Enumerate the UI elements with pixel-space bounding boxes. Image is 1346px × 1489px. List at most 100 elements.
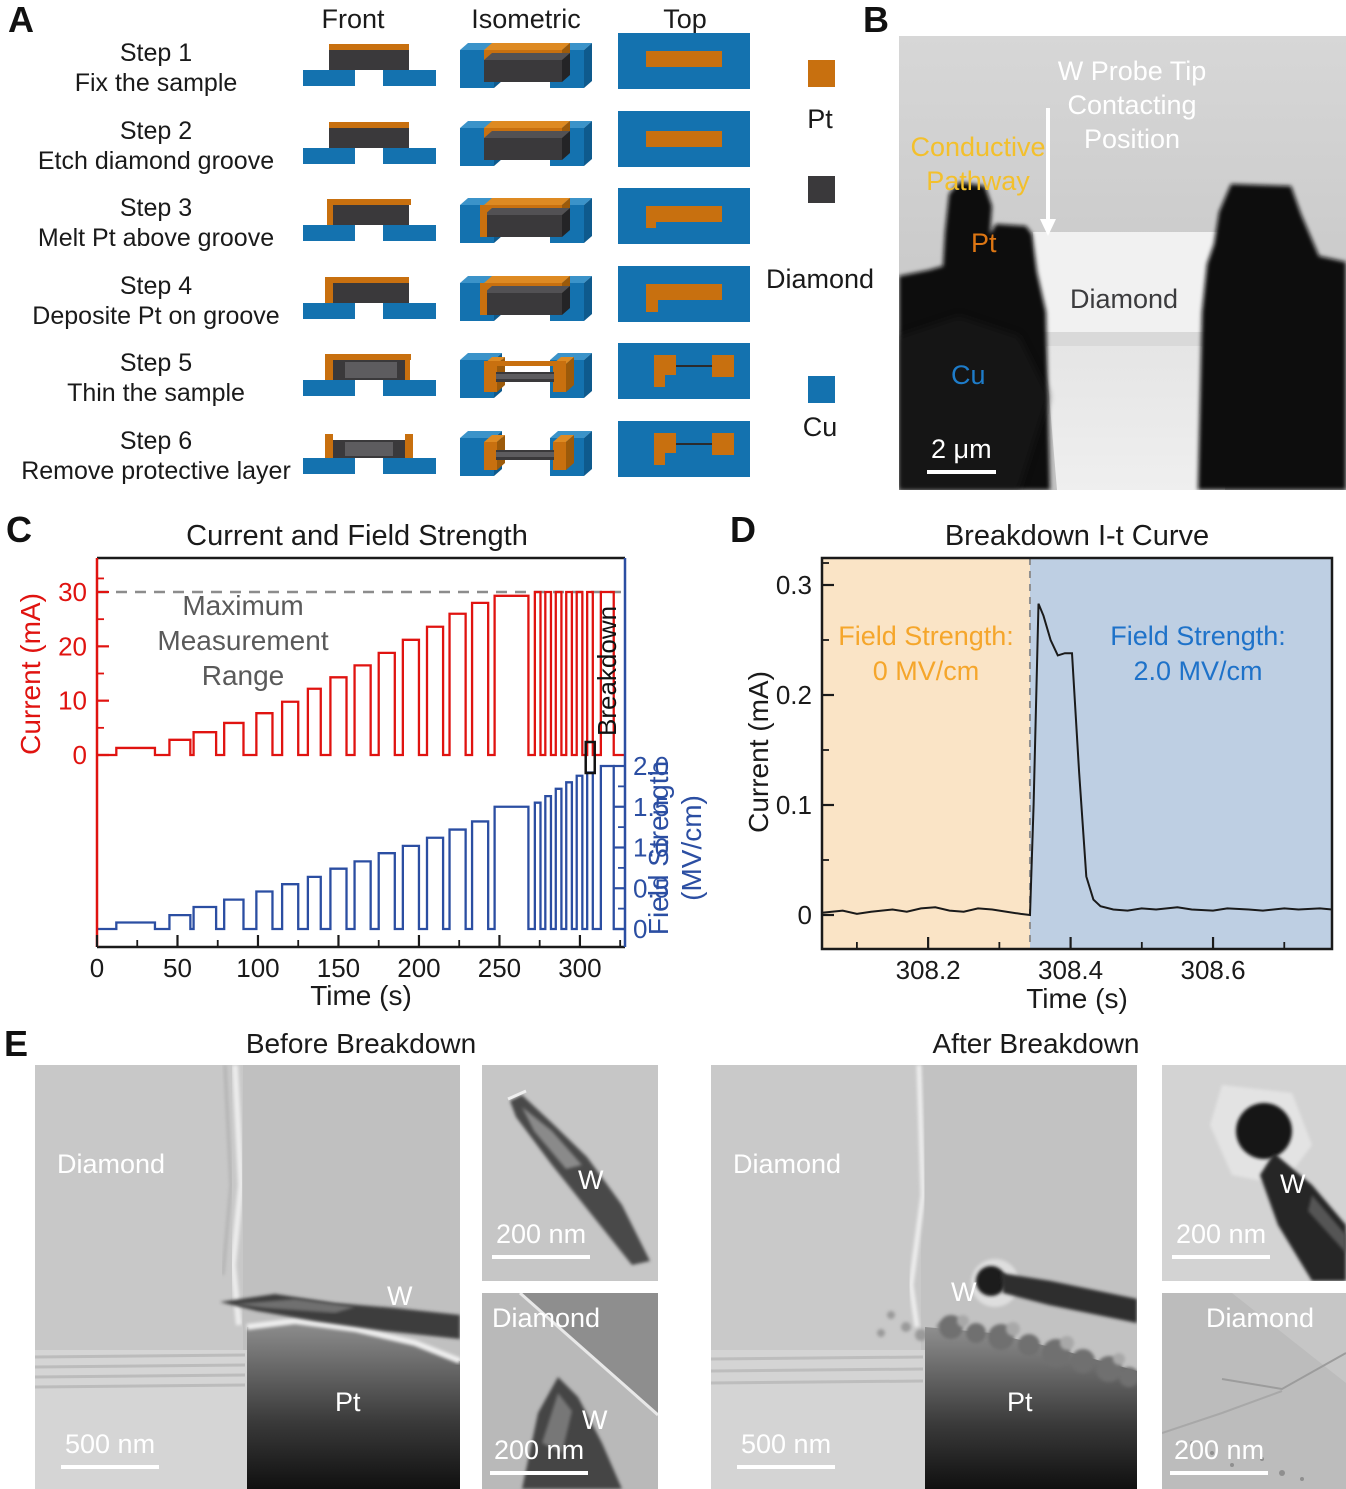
chart-d-xtick: 308.4 (1038, 955, 1103, 985)
diagram-isometric-step-6 (460, 431, 592, 476)
diagram-isometric-step-3 (460, 198, 592, 243)
legend-swatch-pt (808, 60, 835, 87)
chart-c-right-ytick: 1.5 (633, 792, 669, 822)
diagram-isometric-step-4 (460, 276, 592, 321)
chart-c-right-ytick: 0 (633, 914, 647, 944)
region-0mvcm-label-2: 0 MV/cm (873, 656, 980, 686)
tem-overview-art (899, 36, 1346, 490)
chart-c-right-ytick: 1.0 (633, 833, 669, 863)
column-header-top: Top (663, 4, 707, 34)
w-label: W (582, 1405, 608, 1435)
step-2-caption: Step 2 Etch diamond groove (0, 116, 312, 176)
diagram-top-step-1 (618, 33, 750, 89)
panel-d-label: D (730, 509, 756, 550)
chart-d-ytick: 0.1 (776, 790, 812, 820)
conductive-pathway-label: Conductive Pathway (910, 132, 1046, 196)
chart-c-xtick: 200 (397, 953, 440, 983)
step-5-caption: Step 5 Thin the sample (0, 348, 312, 408)
chart-c-xlabel: Time (s) (310, 980, 412, 1011)
probe-arrow-icon (1040, 219, 1056, 236)
pt-label: Pt (1007, 1387, 1033, 1417)
chart-c-right-ytick: 0.5 (633, 873, 669, 903)
region-0mvcm-label-1: Field Strength: (838, 621, 1014, 651)
chart-d-xtick: 308.6 (1181, 955, 1246, 985)
diagram-top-step-5 (618, 343, 750, 399)
diamond-label: Diamond (733, 1149, 842, 1179)
step-desc: Fix the sample (74, 69, 238, 97)
diamond-label: Diamond (57, 1149, 166, 1179)
legend-label-pt: Pt (807, 104, 833, 134)
scalebar-200nm: 200 nm (1170, 1435, 1269, 1475)
step-title: Step 5 (119, 349, 193, 377)
chart-c-right-ytick: 2.0 (633, 751, 669, 781)
chart-c-left-ytick: 20 (58, 631, 87, 661)
legend-swatch-diamond (808, 176, 835, 203)
diagram-isometric-step-2 (460, 121, 592, 166)
scalebar-200nm: 200 nm (492, 1219, 591, 1259)
tem-before-small-bottom: Diamond W 200 nm (482, 1293, 658, 1489)
tem-before-small-top-art (482, 1065, 658, 1281)
panel-a-label: A (8, 0, 34, 40)
after-breakdown-title: After Breakdown (932, 1028, 1140, 1059)
diagram-isometric-step-1 (460, 43, 592, 88)
diagram-front-step-3 (303, 199, 436, 241)
tem-after-small-top: W 200 nm (1162, 1065, 1346, 1281)
chart-c-left-axis-label: Current (mA) (15, 593, 46, 755)
chart-d-ytick: 0.3 (776, 570, 812, 600)
tem-before-large-art (35, 1065, 460, 1489)
diagram-front-step-4 (303, 277, 436, 319)
max-range-annotation-1: Maximum (182, 590, 303, 621)
tem-after-small-top-art (1162, 1065, 1346, 1281)
step-4-caption: Step 4 Deposite Pt on groove (0, 271, 312, 331)
step-desc: Remove protective layer (21, 457, 291, 485)
diagram-top-step-4 (618, 266, 750, 322)
scalebar-200nm: 200 nm (490, 1435, 589, 1475)
diagram-top-step-6 (618, 421, 750, 477)
legend-label-diamond: Diamond (765, 264, 875, 294)
step-3-caption: Step 3 Melt Pt above groove (0, 193, 312, 253)
w-label: W (1280, 1169, 1306, 1199)
max-range-annotation-3: Range (202, 660, 285, 691)
tem-image-overview: W Probe Tip Contacting Position Conducti… (899, 36, 1346, 490)
chart-c-left-ytick: 0 (73, 740, 87, 770)
tem-after-small-bottom-art (1162, 1293, 1346, 1489)
chart-c-xtick: 300 (558, 953, 601, 983)
diagram-front-step-5 (303, 354, 436, 396)
chart-d-ytick: 0 (798, 900, 812, 930)
step-6-caption: Step 6 Remove protective layer (0, 426, 312, 486)
step-desc: Deposite Pt on groove (32, 302, 280, 330)
chart-c-left-ytick: 10 (58, 686, 87, 716)
diagram-front-step-1 (303, 44, 436, 86)
panel-c-label: C (6, 509, 32, 550)
chart-current-field-strength: Current and Field Strength 0 50 100 150 200 2… (15, 520, 707, 1011)
diagram-front-step-6 (303, 434, 436, 474)
step-1-caption: Step 1 Fix the sample (0, 38, 312, 98)
step-title: Step 2 (119, 117, 193, 145)
column-header-isometric: Isometric (471, 4, 581, 34)
chart-c-right-axis-label: Field Strength (643, 761, 674, 935)
column-header-front: Front (321, 4, 385, 34)
chart-c-xtick: 250 (478, 953, 521, 983)
diamond-label: Diamond (1206, 1303, 1315, 1333)
cu-label: Cu (951, 360, 986, 390)
chart-d-xtick: 308.2 (896, 955, 961, 985)
chart-breakdown-it-curve: Breakdown I-t Curve 308.2 308.4 308.6 0 0.1 0… (743, 520, 1334, 1014)
max-range-annotation-2: Measurement (157, 625, 328, 656)
scalebar-500nm: 500 nm (737, 1429, 836, 1469)
breakdown-annotation: Breakdown (592, 606, 622, 736)
diagram-top-step-2 (618, 111, 750, 167)
step-desc: Etch diamond groove (37, 147, 275, 175)
chart-d-ytick: 0.2 (776, 680, 812, 710)
step-desc: Melt Pt above groove (37, 224, 275, 252)
chart-c-title: Current and Field Strength (186, 520, 528, 552)
step-desc: Thin the sample (67, 379, 245, 407)
tem-after-large-art (711, 1065, 1137, 1489)
legend-swatch-cu (808, 376, 835, 403)
step-title: Step 1 (119, 39, 193, 67)
diagram-front-step-2 (303, 122, 436, 164)
scalebar-2um: 2 μm (927, 434, 996, 474)
panel-e-label: E (4, 1023, 29, 1064)
chart-c-left-ytick: 30 (58, 577, 87, 607)
chart-d-ylabel: Current (mA) (743, 671, 774, 833)
